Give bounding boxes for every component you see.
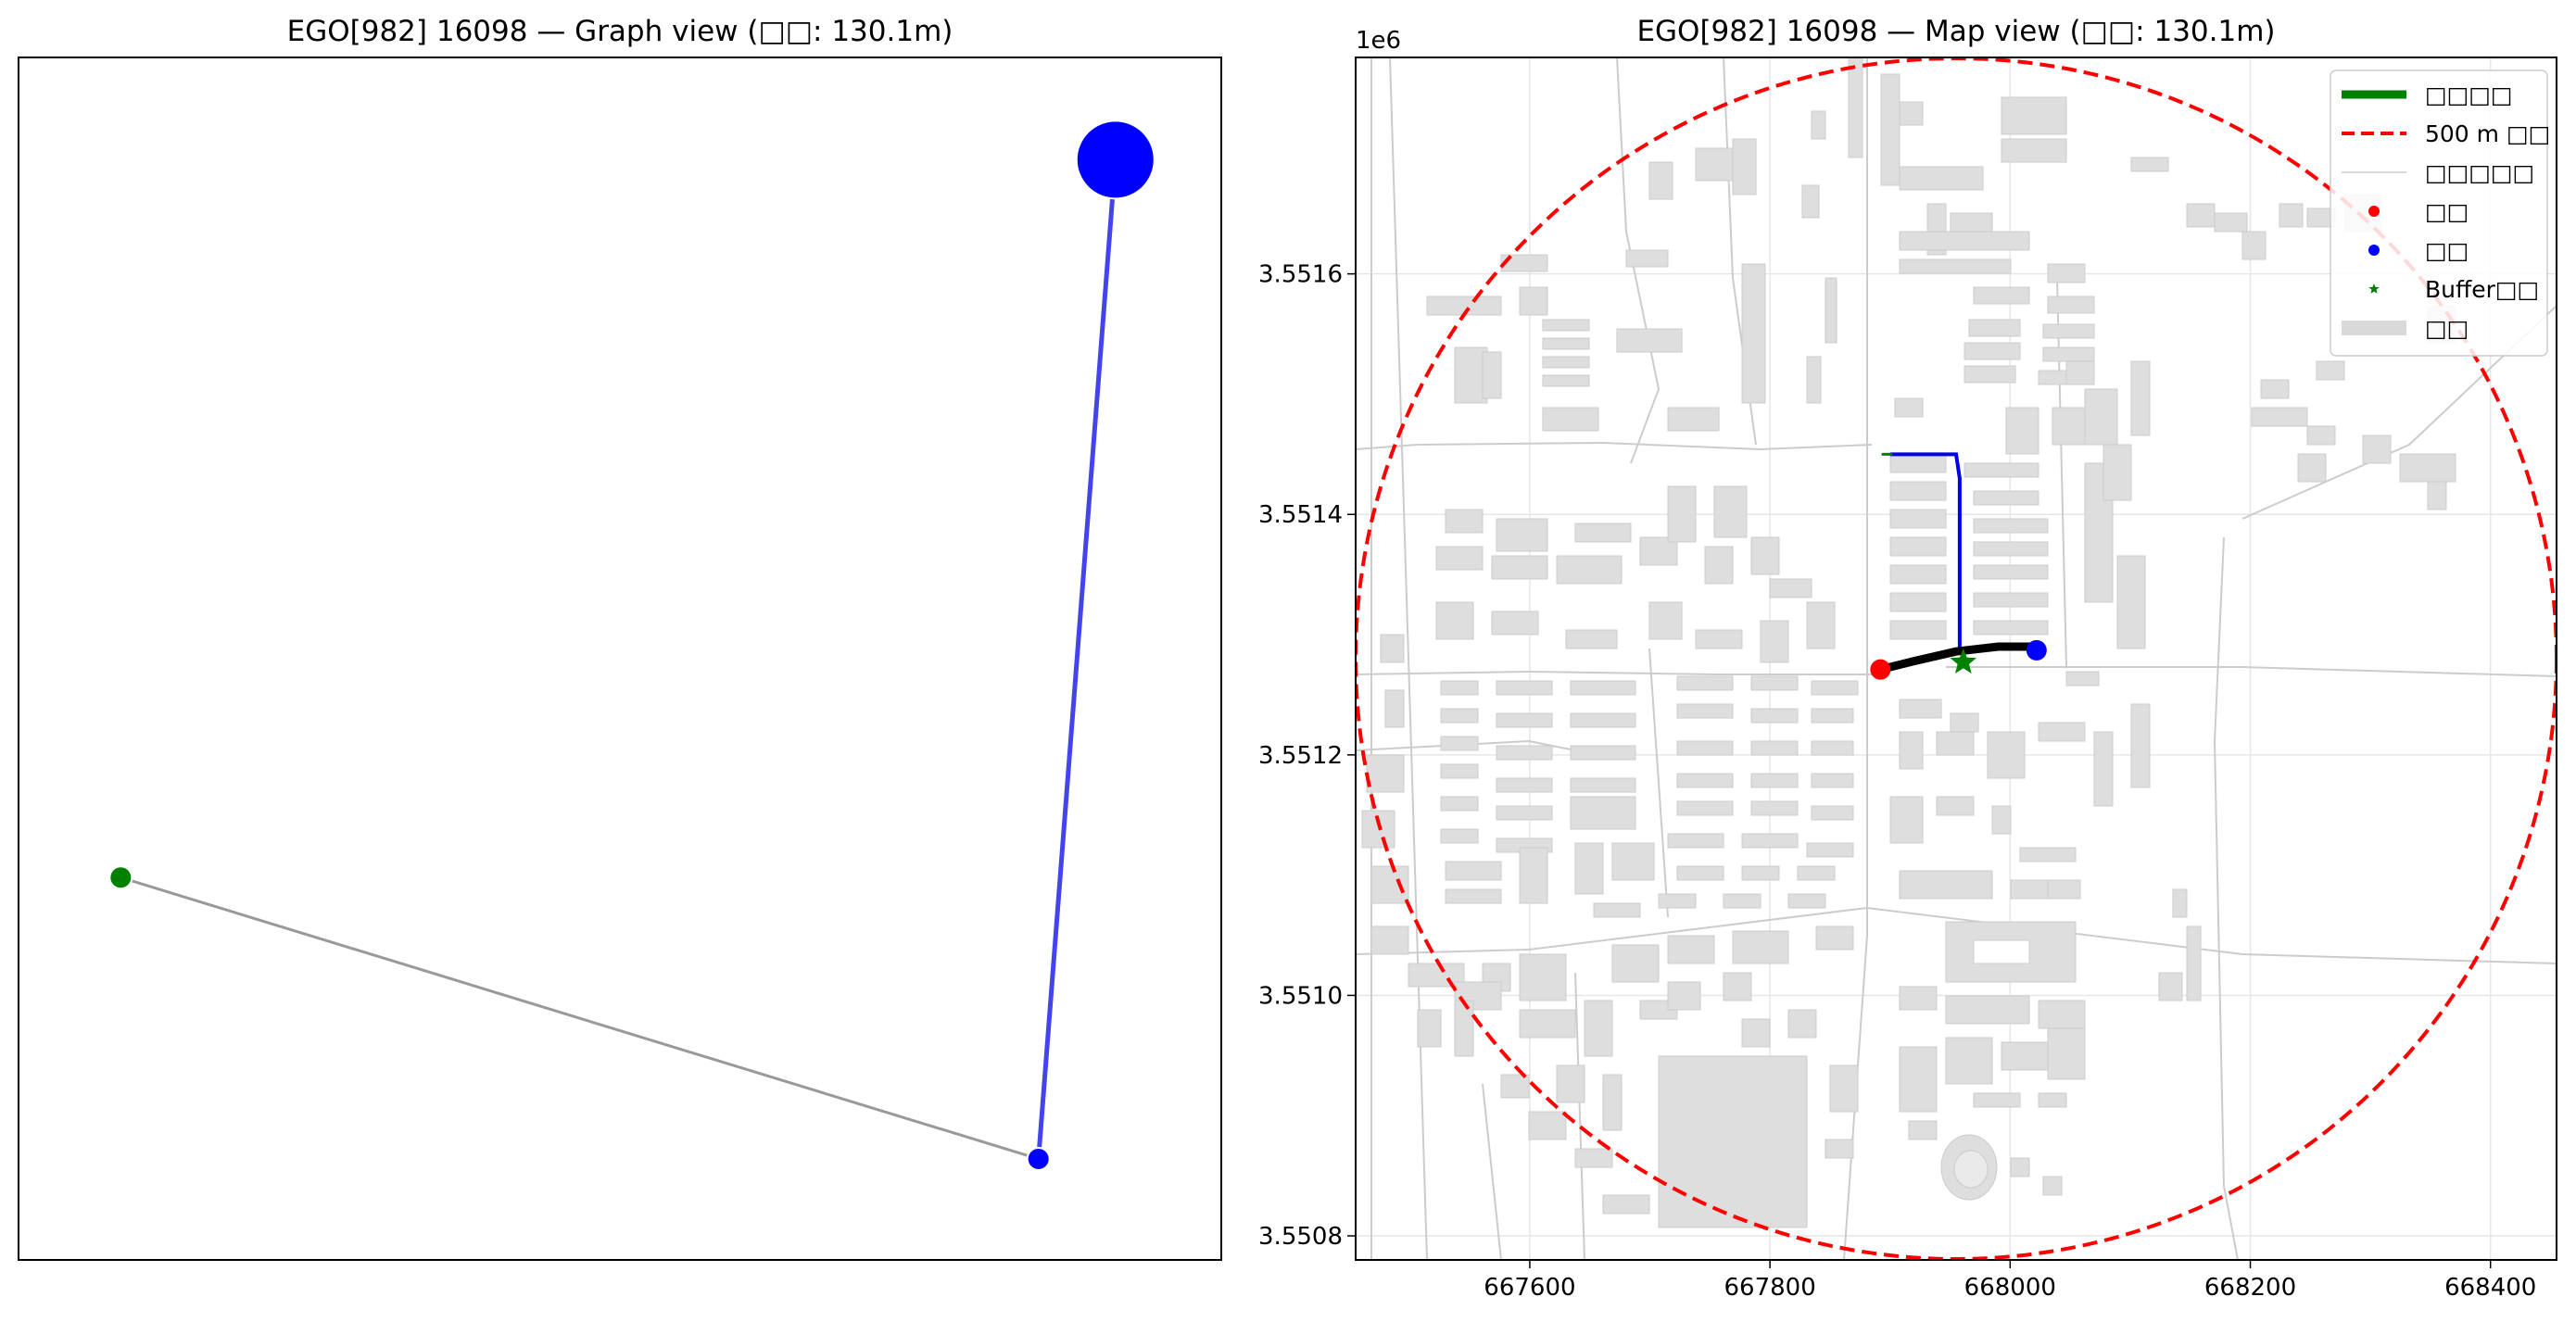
x-tick-label-4: 668400 xyxy=(2444,1274,2536,1302)
graph-axes-frame xyxy=(18,57,1222,1261)
route-blue xyxy=(1889,452,1962,653)
legend-handle-5 xyxy=(2368,283,2380,294)
y-tick-label-0: 3.5508 xyxy=(1258,1223,1343,1251)
legend-handle-4 xyxy=(2368,245,2380,256)
map-legend: □□□□500 m □□□□□□□□□□□Buffer□□□□ xyxy=(2330,69,2550,357)
legend-label-0: □□□□ xyxy=(2425,82,2512,108)
graph-node-2 xyxy=(1075,120,1155,200)
road-network xyxy=(1356,57,2557,1260)
graph-view-panel: EGO[982] 16098 — Graph view (□□: 130.1m) xyxy=(18,15,1222,1261)
legend-label-5: Buffer□□ xyxy=(2425,276,2539,303)
graph-edge-0 xyxy=(120,875,1040,1161)
route-black xyxy=(1875,642,2039,674)
map-axis-ticks: 667600 667800 668000 668200 668400 3.5508 3.55… xyxy=(1258,261,2536,1302)
legend-label-1: 500 m □□ xyxy=(2425,120,2550,147)
legend-box xyxy=(2330,69,2548,357)
x-tick-label-0: 667600 xyxy=(1484,1274,1575,1302)
graph-node-1 xyxy=(1026,1146,1051,1171)
legend-label-2: □□□□□ xyxy=(2425,159,2534,186)
legend-handle-6 xyxy=(2342,321,2406,335)
y-tick-label-1: 3.5510 xyxy=(1258,982,1343,1010)
graph-edge-1 xyxy=(1036,159,1118,1160)
x-tick-label-2: 668000 xyxy=(1964,1274,2056,1302)
y-tick-label-4: 3.5516 xyxy=(1258,261,1343,289)
x-tick-label-3: 668200 xyxy=(2204,1274,2296,1302)
buildings xyxy=(1361,57,2456,1228)
map-view-panel: EGO[982] 16098 — Map view (□□: 130.1m) 1… xyxy=(1258,15,2557,1302)
y-axis-offset-label: 1e6 xyxy=(1356,27,1401,55)
start-point xyxy=(1870,659,1891,680)
y-tick-label-3: 3.5514 xyxy=(1258,501,1343,529)
end-point xyxy=(2026,639,2047,661)
legend-label-3: □□ xyxy=(2425,198,2469,225)
graph-plot-area xyxy=(108,120,1155,1171)
graph-view-title: EGO[982] 16098 — Graph view (□□: 130.1m) xyxy=(287,15,953,48)
buffer-center-star xyxy=(1950,648,1976,674)
map-view-title: EGO[982] 16098 — Map view (□□: 130.1m) xyxy=(1636,15,2275,48)
map-basemap xyxy=(1356,57,2557,1260)
legend-label-6: □□ xyxy=(2425,315,2469,342)
graph-node-0 xyxy=(108,865,133,890)
map-axes-frame xyxy=(1355,57,2557,1261)
x-tick-label-1: 667800 xyxy=(1724,1274,1815,1302)
y-tick-label-2: 3.5512 xyxy=(1258,742,1343,770)
legend-handle-3 xyxy=(2368,206,2380,217)
legend-label-4: □□ xyxy=(2425,237,2469,264)
